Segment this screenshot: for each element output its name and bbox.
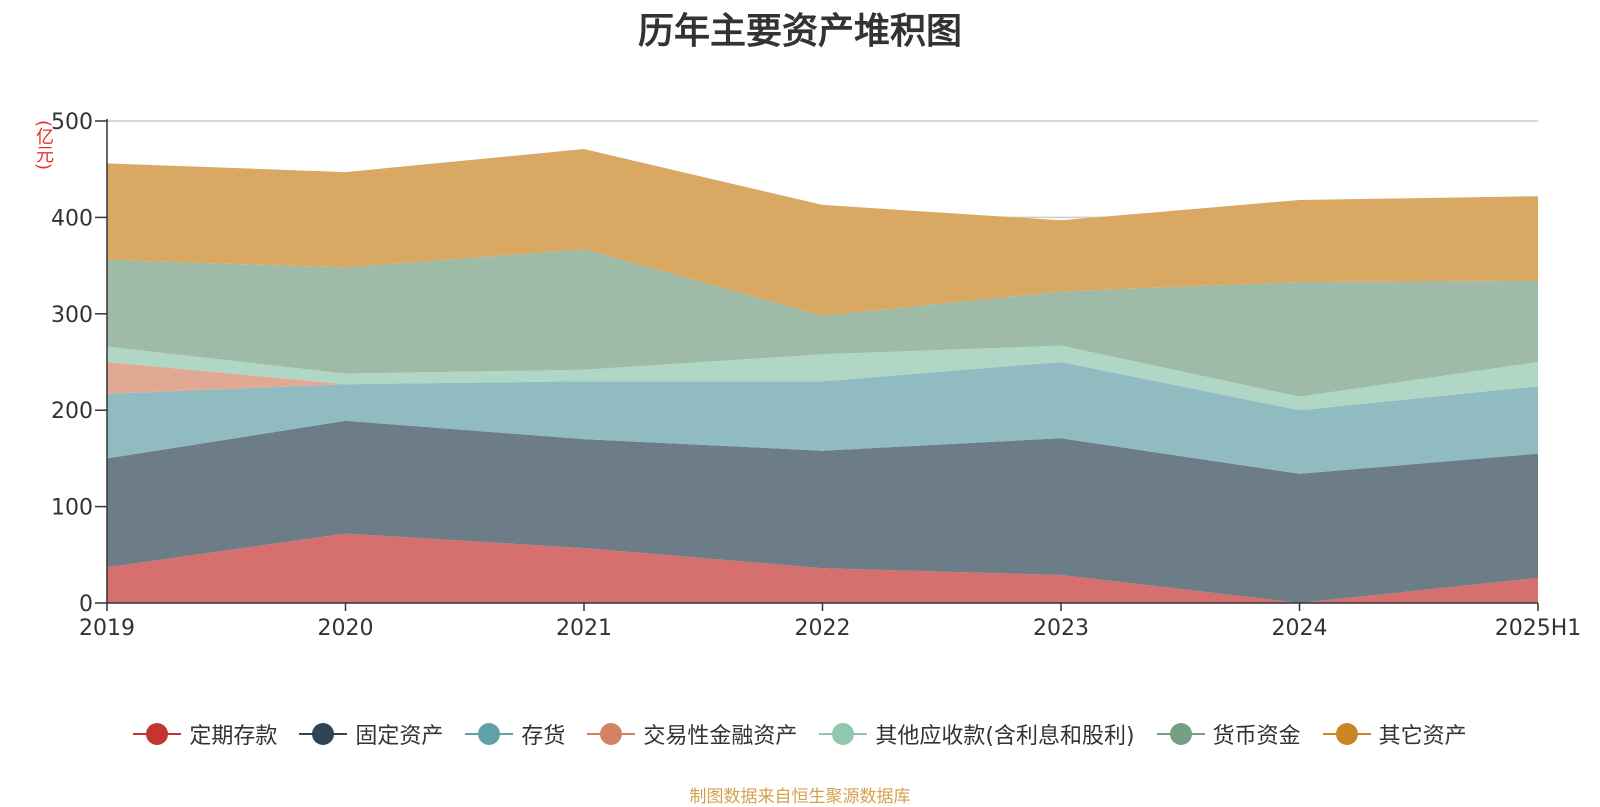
y-tick-label: 300 [51, 303, 93, 328]
area-series [107, 420, 1538, 603]
x-tick-label: 2022 [795, 616, 851, 641]
legend-item[interactable]: 其它资产 [1322, 718, 1467, 750]
y-tick-label: 100 [51, 496, 93, 521]
x-tick-label: 2023 [1033, 616, 1089, 641]
legend-marker-icon [1322, 722, 1371, 746]
legend-item[interactable]: 货币资金 [1156, 718, 1301, 750]
area-series [107, 149, 1538, 316]
y-tick-label: 500 [51, 110, 93, 135]
legend-marker-icon [299, 722, 348, 746]
legend-item[interactable]: 交易性金融资产 [587, 718, 797, 750]
legend-label: 定期存款 [189, 724, 278, 749]
legend-label: 交易性金融资产 [643, 724, 798, 749]
legend-item[interactable]: 存货 [465, 718, 565, 750]
area-series [107, 362, 1538, 474]
x-tick-label: 2020 [318, 616, 374, 641]
legend-label: 其他应收款(含利息和股利) [875, 724, 1135, 749]
x-tick-label: 2024 [1272, 616, 1328, 641]
y-tick-label: 200 [51, 399, 93, 424]
chart-title: 历年主要资产堆积图 [637, 11, 962, 52]
legend-label: 货币资金 [1212, 724, 1301, 749]
legend-marker-icon [587, 722, 636, 746]
legend-item[interactable]: 其他应收款(含利息和股利) [819, 718, 1135, 750]
y-axis-unit-label: (亿元) [33, 120, 54, 171]
source-note: 制图数据来自恒生聚源数据库 [689, 787, 911, 807]
legend-marker-icon [819, 722, 868, 746]
legend-marker-icon [133, 722, 182, 746]
legend-label: 其它资产 [1378, 724, 1467, 749]
chart-legend: 定期存款 固定资产 存货 交易性金融资产 其他应收款(含利息和股利) 货币资金 其它资产 [0, 718, 1600, 750]
area-series [107, 345, 1538, 411]
legend-label: 固定资产 [355, 724, 444, 749]
legend-item[interactable]: 固定资产 [299, 718, 443, 750]
legend-marker-icon [465, 722, 514, 746]
x-tick-label: 2021 [556, 616, 612, 641]
x-tick-label: 2019 [79, 616, 135, 641]
legend-marker-icon [1156, 722, 1205, 746]
legend-label: 存货 [521, 724, 566, 749]
area-series [107, 249, 1538, 397]
y-tick-label: 400 [51, 206, 93, 231]
y-tick-label: 0 [79, 592, 93, 617]
legend-item[interactable]: 定期存款 [133, 718, 277, 750]
x-tick-label: 2025H1 [1495, 616, 1582, 641]
